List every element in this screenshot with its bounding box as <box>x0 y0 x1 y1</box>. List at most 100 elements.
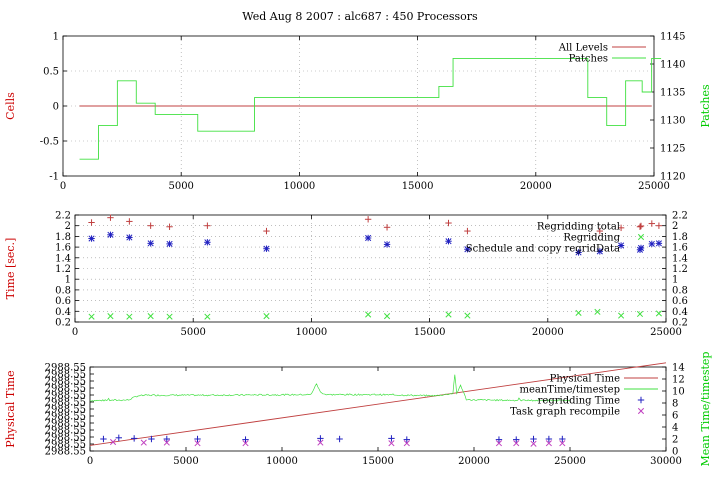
data-point <box>263 245 270 252</box>
y-tick-label: 2988.55 <box>45 384 86 395</box>
data-point <box>126 218 133 225</box>
legend-swatch <box>637 222 645 230</box>
x-tick-label: 20000 <box>520 181 552 192</box>
y2-tick-label: 2.2 <box>672 211 688 222</box>
series-task-graph-recompile <box>109 438 566 447</box>
y-tick-label: 2988.55 <box>45 419 86 430</box>
y-tick-label: 2 <box>65 221 71 232</box>
y-tick-label: -0.5 <box>40 137 59 148</box>
x-tick-label: 10000 <box>266 456 298 467</box>
data-point <box>445 311 452 318</box>
data-point <box>530 440 537 447</box>
data-point <box>148 435 155 443</box>
series-regridding-total <box>88 214 663 235</box>
data-point <box>263 227 270 235</box>
x-tick-label: 5000 <box>180 327 205 338</box>
series-patches <box>79 57 662 160</box>
data-point <box>147 240 154 247</box>
data-point <box>163 439 170 446</box>
data-point <box>464 312 471 319</box>
data-point <box>513 436 520 443</box>
x-tick-label: 10000 <box>283 181 315 192</box>
data-point <box>403 440 410 447</box>
data-point <box>636 310 644 318</box>
y2-tick-label: 14 <box>672 363 685 374</box>
x-tick-label: 15000 <box>362 456 394 467</box>
legend-label: All Levels <box>558 43 608 54</box>
data-point <box>636 223 644 230</box>
data-point <box>596 227 604 235</box>
x-tick-label: 0 <box>87 456 93 467</box>
series-regridding-time <box>100 434 566 443</box>
data-point <box>163 435 170 443</box>
chart-panel-2: 0 5000 10000 15000 20000 250000.20.40.60.811.… <box>4 211 688 339</box>
x-tick-label: 20000 <box>532 327 564 338</box>
y2-tick-label: 1135 <box>660 88 685 99</box>
data-point <box>126 313 133 320</box>
y-tick-label: 0.8 <box>55 285 71 296</box>
data-point <box>445 238 452 245</box>
data-point <box>445 219 452 227</box>
legend-swatch <box>637 233 645 241</box>
data-point <box>147 222 154 229</box>
y-tick-label: 2988.55 <box>45 440 86 451</box>
data-point <box>194 435 201 443</box>
y2-tick-label: 12 <box>672 375 685 386</box>
y2-tick-label: 6 <box>672 411 678 422</box>
grid-lines <box>75 215 666 322</box>
data-point <box>545 440 552 447</box>
data-point <box>107 313 114 320</box>
x-tick-label: 0 <box>72 327 78 338</box>
data-point <box>166 313 173 320</box>
data-point <box>107 214 114 221</box>
y-axis-label: Cells <box>4 92 17 120</box>
chart-panel-3: 0 5000 10000 15000 20000 25000 300002988.55298… <box>4 352 712 467</box>
data-point <box>365 311 372 318</box>
legend-swatch <box>637 244 645 252</box>
y-tick-label: 1 <box>53 32 59 43</box>
y-tick-label: 0.2 <box>55 318 71 329</box>
figure-title: Wed Aug 8 2007 : alc687 : 450 Processors <box>242 10 478 23</box>
y2-tick-label: 1130 <box>660 116 685 127</box>
series-meantime-timestep <box>89 374 571 402</box>
data-point <box>317 439 324 446</box>
data-point <box>648 220 656 227</box>
data-point <box>166 223 173 230</box>
legend-label: Physical Time <box>550 374 620 385</box>
x-tick-label: 15000 <box>402 181 434 192</box>
y-tick-label: 2988.55 <box>45 447 86 458</box>
data-point <box>559 440 566 447</box>
data-point <box>648 240 656 248</box>
y2-tick-label: 2 <box>672 435 678 446</box>
data-point <box>194 440 201 447</box>
data-point <box>545 435 553 443</box>
y2-tick-label: 0.8 <box>672 285 688 296</box>
data-point <box>655 310 662 317</box>
series-schedule-and-copy-regriddata <box>88 231 663 256</box>
y2-tick-label: 10 <box>672 387 685 398</box>
y-tick-label: 1.2 <box>55 264 71 275</box>
y2-tick-label: 0 <box>672 447 678 458</box>
y2-tick-label: 0.4 <box>672 307 688 318</box>
data-point <box>147 313 154 320</box>
legend-swatch <box>637 407 645 415</box>
x-tick-label: 25000 <box>554 456 586 467</box>
y2-tick-label: 1.8 <box>672 232 688 243</box>
data-point <box>166 240 173 248</box>
data-point <box>655 240 663 247</box>
data-point <box>242 436 249 443</box>
y-tick-label: 2988.55 <box>45 370 86 381</box>
y-tick-label: 2988.55 <box>45 433 86 444</box>
x-tick-label: 0 <box>60 181 66 192</box>
data-point <box>596 248 604 255</box>
y-tick-label: 1.6 <box>55 243 71 254</box>
data-point <box>383 241 391 248</box>
y2-tick-label: 1140 <box>660 60 685 71</box>
data-point <box>115 434 122 441</box>
data-point <box>204 313 211 320</box>
y2-tick-label: 1.4 <box>672 253 688 264</box>
data-point <box>204 239 211 246</box>
data-point <box>495 440 503 447</box>
y-tick-label: 0 <box>53 102 59 113</box>
y-axis-label: Physical Time <box>4 370 17 447</box>
